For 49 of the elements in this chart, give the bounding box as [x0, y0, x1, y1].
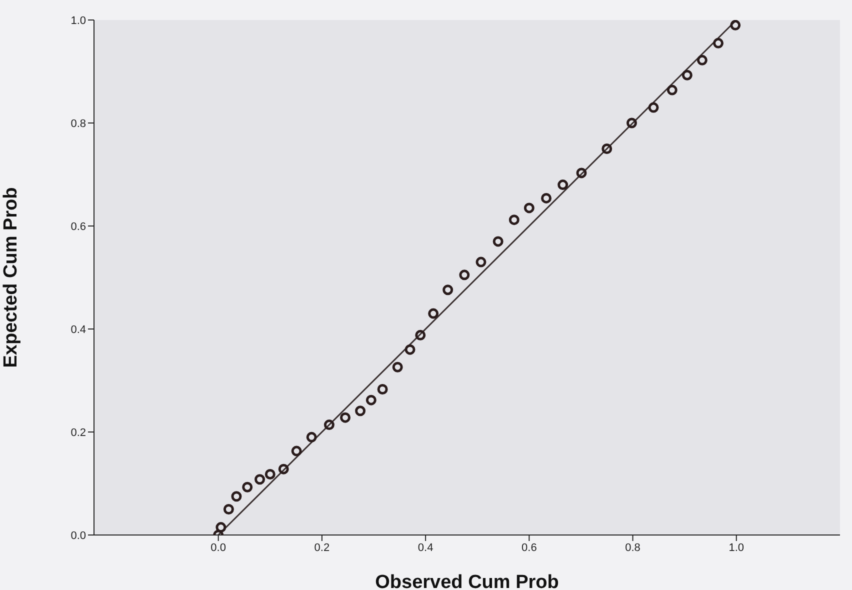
point: [404, 344, 416, 355]
x-tick-label: 0.6: [522, 542, 537, 554]
point: [216, 522, 226, 533]
point: [415, 330, 426, 340]
point: [648, 102, 659, 113]
point: [696, 54, 708, 66]
y-tick-label: 0.8: [70, 118, 86, 130]
point: [242, 482, 253, 492]
point: [682, 70, 692, 80]
point: [524, 202, 534, 214]
y-axis-title: Expected Cum Prob: [0, 187, 22, 368]
point: [713, 38, 724, 48]
point: [442, 284, 454, 296]
point: [231, 491, 242, 502]
point: [377, 384, 388, 395]
point: [626, 118, 637, 128]
point: [459, 270, 470, 280]
y-tick-label: 0.2: [70, 426, 86, 439]
point: [223, 504, 234, 514]
point: [278, 464, 289, 474]
y-tick-label: 0.6: [70, 220, 86, 233]
point: [730, 20, 741, 30]
x-tick-label: 1.0: [728, 542, 744, 554]
y-tick-label: 1.0: [70, 14, 86, 27]
x-axis-title: Observed Cum Prob: [375, 572, 559, 590]
point: [492, 236, 504, 247]
y-tick-label: 0.4: [70, 324, 86, 336]
point: [324, 420, 334, 430]
x-tick-label: 0.0: [210, 542, 226, 554]
x-tick-label: 0.2: [314, 542, 330, 554]
point: [602, 144, 612, 154]
point: [428, 308, 439, 319]
point: [340, 412, 351, 423]
point: [576, 168, 587, 178]
point: [366, 394, 376, 406]
x-tick-label: 0.4: [418, 542, 434, 554]
point: [306, 432, 317, 442]
point: [558, 180, 568, 190]
point: [508, 214, 520, 226]
point: [264, 468, 276, 480]
point: [254, 474, 266, 485]
point: [476, 256, 486, 268]
y-tick-label: 0.0: [70, 530, 86, 542]
x-tick-label: 0.8: [625, 542, 640, 554]
point: [392, 362, 403, 372]
point: [355, 406, 366, 416]
point: [541, 192, 552, 204]
point: [291, 446, 302, 456]
point: [666, 84, 678, 96]
